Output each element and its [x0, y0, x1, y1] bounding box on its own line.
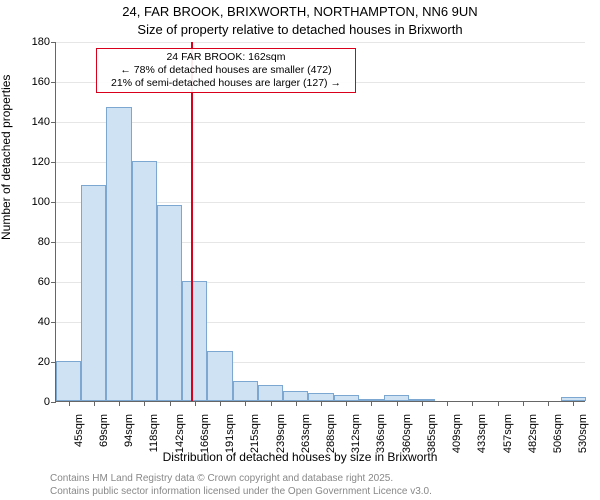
chart-title-description: Size of property relative to detached ho… — [0, 22, 600, 37]
ytick-mark — [51, 162, 56, 163]
ytick-mark — [51, 242, 56, 243]
plot-area: 02040608010012014016018045sqm69sqm94sqm1… — [55, 42, 585, 402]
xtick-label: 336sqm — [375, 414, 387, 453]
xtick-label: 239sqm — [275, 414, 287, 453]
footer-line2: Contains public sector information licen… — [50, 486, 432, 499]
xtick-mark — [170, 401, 171, 406]
histogram-bar — [106, 107, 131, 401]
ytick-label: 140 — [32, 116, 50, 128]
annotation-line2: ← 78% of detached houses are smaller (47… — [103, 64, 349, 77]
xtick-label: 94sqm — [123, 414, 135, 447]
histogram-bar — [258, 385, 283, 401]
xtick-mark — [447, 401, 448, 406]
xtick-mark — [220, 401, 221, 406]
xtick-mark — [69, 401, 70, 406]
highlight-marker-line — [191, 42, 193, 401]
ytick-label: 60 — [38, 276, 50, 288]
xtick-label: 215sqm — [249, 414, 261, 453]
gridline — [56, 42, 585, 43]
xtick-mark — [144, 401, 145, 406]
xtick-label: 288sqm — [325, 414, 337, 453]
xtick-label: 191sqm — [224, 414, 236, 453]
histogram-bar — [132, 161, 157, 401]
ytick-label: 0 — [44, 396, 50, 408]
ytick-mark — [51, 322, 56, 323]
histogram-bar — [207, 351, 232, 401]
xtick-mark — [472, 401, 473, 406]
footer-attribution: Contains HM Land Registry data © Crown c… — [50, 473, 432, 498]
xtick-label: 409sqm — [451, 414, 463, 453]
xtick-label: 433sqm — [476, 414, 488, 453]
annotation-box: 24 FAR BROOK: 162sqm← 78% of detached ho… — [96, 48, 356, 93]
chart-container: 24, FAR BROOK, BRIXWORTH, NORTHAMPTON, N… — [0, 0, 600, 500]
ytick-mark — [51, 402, 56, 403]
ytick-label: 180 — [32, 36, 50, 48]
footer-line1: Contains HM Land Registry data © Crown c… — [50, 473, 432, 486]
xtick-label: 506sqm — [552, 414, 564, 453]
annotation-line3: 21% of semi-detached houses are larger (… — [103, 77, 349, 90]
xtick-mark — [321, 401, 322, 406]
xtick-label: 360sqm — [401, 414, 413, 453]
xtick-mark — [94, 401, 95, 406]
xtick-label: 69sqm — [98, 414, 110, 447]
xtick-label: 385sqm — [426, 414, 438, 453]
xtick-label: 457sqm — [502, 414, 514, 453]
xtick-label: 142sqm — [174, 414, 186, 453]
ytick-mark — [51, 202, 56, 203]
xtick-label: 118sqm — [148, 414, 160, 452]
xtick-label: 263sqm — [300, 414, 312, 453]
histogram-bar — [182, 281, 207, 401]
xtick-mark — [296, 401, 297, 406]
ytick-mark — [51, 42, 56, 43]
ytick-label: 20 — [38, 356, 50, 368]
ytick-mark — [51, 282, 56, 283]
xtick-mark — [548, 401, 549, 406]
chart-title-address: 24, FAR BROOK, BRIXWORTH, NORTHAMPTON, N… — [0, 4, 600, 19]
ytick-mark — [51, 82, 56, 83]
histogram-bar — [308, 393, 333, 401]
ytick-label: 80 — [38, 236, 50, 248]
xtick-mark — [523, 401, 524, 406]
xtick-label: 45sqm — [73, 414, 85, 447]
xtick-mark — [195, 401, 196, 406]
histogram-bar — [283, 391, 308, 401]
ytick-label: 100 — [32, 196, 50, 208]
gridline — [56, 122, 585, 123]
x-axis-label: Distribution of detached houses by size … — [0, 450, 600, 464]
histogram-bar — [81, 185, 106, 401]
xtick-label: 482sqm — [527, 414, 539, 453]
xtick-mark — [271, 401, 272, 406]
xtick-mark — [573, 401, 574, 406]
histogram-bar — [56, 361, 81, 401]
xtick-mark — [422, 401, 423, 406]
y-axis-label: Number of detached properties — [0, 75, 13, 240]
xtick-label: 166sqm — [199, 414, 211, 453]
xtick-mark — [371, 401, 372, 406]
histogram-bar — [157, 205, 182, 401]
xtick-mark — [346, 401, 347, 406]
ytick-label: 40 — [38, 316, 50, 328]
ytick-mark — [51, 122, 56, 123]
ytick-label: 120 — [32, 156, 50, 168]
annotation-line1: 24 FAR BROOK: 162sqm — [103, 51, 349, 64]
ytick-label: 160 — [32, 76, 50, 88]
xtick-mark — [397, 401, 398, 406]
xtick-mark — [498, 401, 499, 406]
xtick-mark — [119, 401, 120, 406]
xtick-label: 312sqm — [350, 414, 362, 453]
xtick-label: 530sqm — [577, 414, 589, 453]
histogram-bar — [233, 381, 258, 401]
xtick-mark — [245, 401, 246, 406]
